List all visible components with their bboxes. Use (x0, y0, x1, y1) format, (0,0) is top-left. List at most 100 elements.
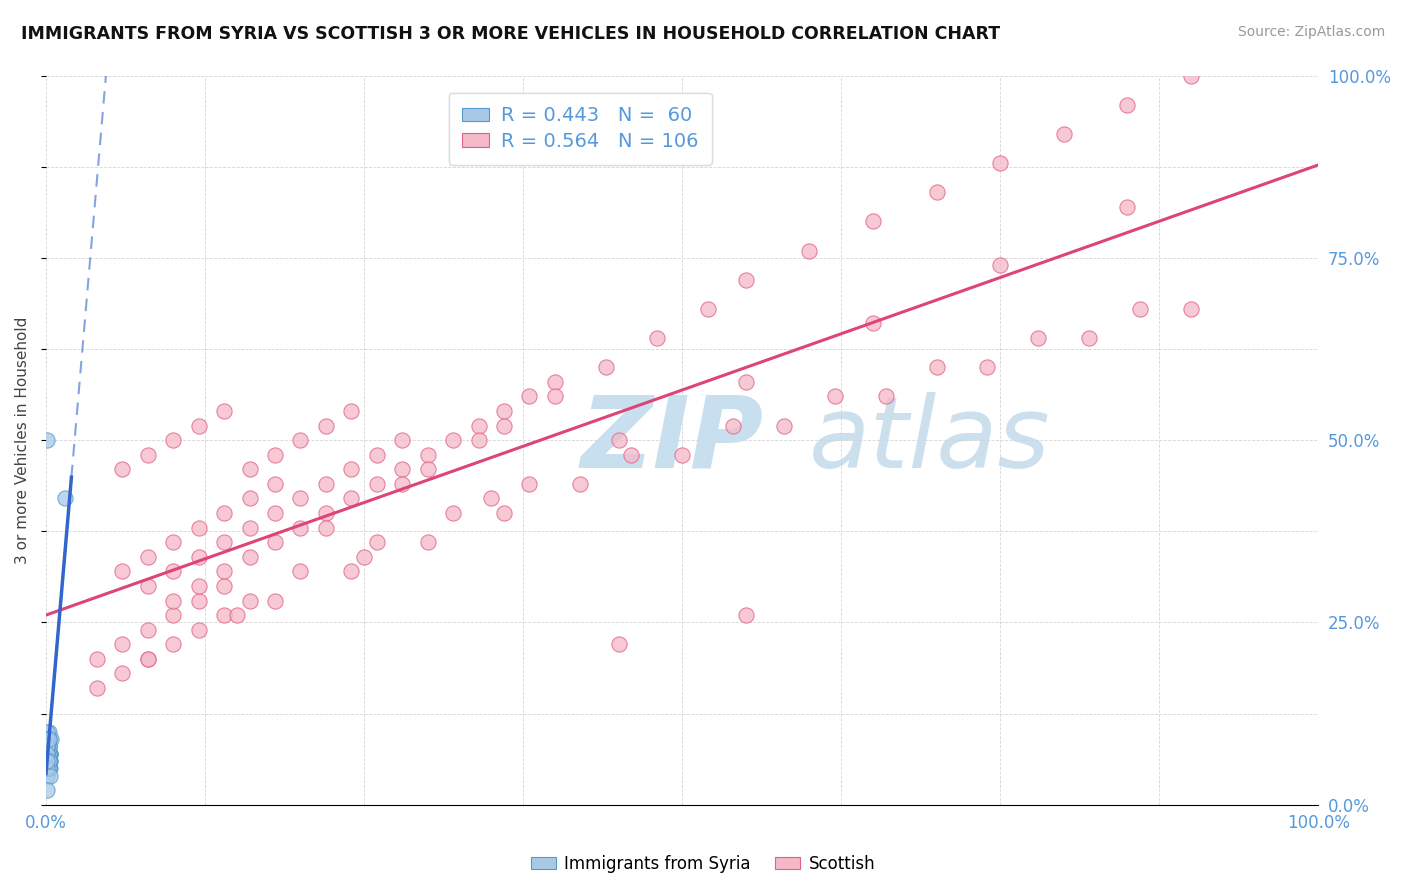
Point (366, 448, 388, 462)
Point (492, 506, 515, 520)
Point (86, 681, 108, 695)
Point (37, 761, 59, 775)
Point (315, 476, 337, 491)
Point (162, 433, 184, 447)
Point (340, 404, 363, 418)
Point (136, 652, 159, 666)
Point (353, 549, 375, 564)
Point (37, 761, 59, 775)
Point (38, 754, 60, 768)
Text: Source: ZipAtlas.com: Source: ZipAtlas.com (1237, 25, 1385, 39)
Point (290, 433, 312, 447)
Point (734, 608, 756, 623)
Point (37, 754, 59, 768)
Point (37, 433, 59, 447)
Text: atlas: atlas (810, 392, 1050, 489)
Point (238, 491, 260, 506)
Point (37, 754, 59, 768)
Point (38, 754, 60, 768)
Point (38, 768, 60, 782)
Point (1180, 69, 1202, 83)
Point (875, 389, 897, 403)
Point (734, 273, 756, 287)
Point (441, 506, 464, 520)
Point (38, 747, 60, 761)
Point (37, 768, 59, 782)
Point (37, 761, 59, 775)
Legend: Immigrants from Syria, Scottish: Immigrants from Syria, Scottish (524, 848, 882, 880)
Point (37, 747, 59, 761)
Point (976, 360, 998, 375)
Point (290, 520, 312, 534)
Point (225, 608, 247, 623)
Point (519, 476, 541, 491)
Point (37, 732, 59, 747)
Point (416, 462, 439, 476)
Point (988, 258, 1011, 272)
Point (290, 565, 312, 579)
Point (38, 747, 60, 761)
Point (238, 549, 260, 564)
Point (37, 739, 59, 754)
Point (37, 747, 59, 761)
Point (569, 476, 592, 491)
Point (544, 389, 567, 403)
Point (645, 331, 668, 345)
Point (37, 747, 59, 761)
Point (111, 462, 134, 476)
Point (38, 747, 60, 761)
Point (136, 623, 159, 637)
Point (467, 433, 489, 447)
Point (37, 747, 59, 761)
Point (1180, 301, 1202, 316)
Point (212, 506, 235, 520)
Point (416, 448, 439, 462)
Point (136, 579, 159, 593)
Point (38, 761, 60, 775)
Point (38, 754, 60, 768)
Point (340, 462, 363, 476)
Point (264, 593, 287, 607)
Point (620, 448, 643, 462)
Point (38, 754, 60, 768)
Point (544, 375, 567, 389)
Point (38, 739, 60, 754)
Point (37, 739, 59, 754)
Point (238, 520, 260, 534)
Point (862, 317, 884, 331)
Point (37, 754, 59, 768)
Point (111, 666, 134, 681)
Point (366, 476, 388, 491)
Point (315, 506, 337, 520)
Point (38, 754, 60, 768)
Point (37, 783, 59, 797)
Point (595, 360, 617, 375)
Point (37, 724, 59, 739)
Point (671, 448, 693, 462)
Point (37, 747, 59, 761)
Point (37, 747, 59, 761)
Point (37, 732, 59, 747)
Point (38, 754, 60, 768)
Point (212, 579, 235, 593)
Point (162, 565, 184, 579)
Point (1116, 200, 1139, 214)
Point (441, 433, 464, 447)
Point (37, 739, 59, 754)
Point (1028, 331, 1050, 345)
Point (1116, 97, 1139, 112)
Point (467, 418, 489, 433)
Point (136, 448, 159, 462)
Point (136, 652, 159, 666)
Point (37, 754, 59, 768)
Legend: R = 0.443   N =  60, R = 0.564   N = 106: R = 0.443 N = 60, R = 0.564 N = 106 (449, 93, 713, 164)
Point (187, 549, 209, 564)
Point (391, 433, 413, 447)
Point (187, 418, 209, 433)
Point (925, 185, 948, 199)
Point (1078, 331, 1101, 345)
Point (111, 565, 134, 579)
Point (162, 593, 184, 607)
Point (492, 418, 515, 433)
Point (479, 491, 502, 506)
